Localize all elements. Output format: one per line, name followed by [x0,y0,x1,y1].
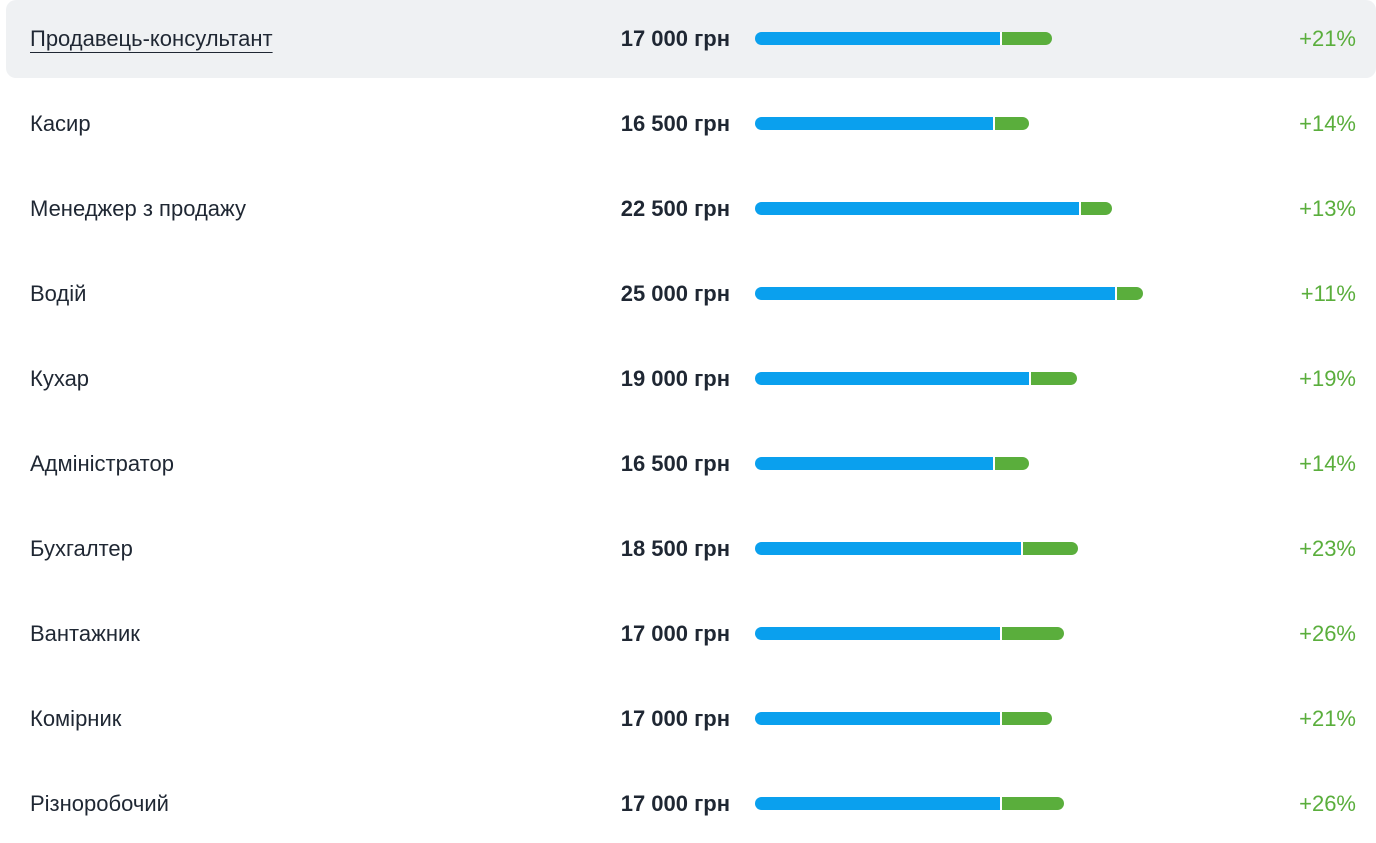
salary-bar-divider [1115,287,1117,300]
growth-percent: +21% [1299,706,1356,731]
profession-link[interactable]: Комірник [30,706,122,731]
growth-percent: +13% [1299,196,1356,221]
salary-bar-growth [1023,542,1078,555]
salary-bar [755,457,1029,470]
salary-value: 17 000 грн [620,791,730,816]
salary-bar-growth [1031,372,1077,385]
salary-bar [755,542,1078,555]
growth-percent: +14% [1299,111,1356,136]
salary-bar-base [755,627,1000,640]
salary-bar-base [755,542,1021,555]
salary-bar [755,287,1143,300]
salary-value: 22 500 грн [620,196,730,221]
salary-value: 18 500 грн [620,536,730,561]
salary-bar-base [755,712,1000,725]
profession-link[interactable]: Різноробочий [30,791,169,816]
profession-link[interactable]: Продавець-консультант [30,26,273,51]
salary-bar-base [755,117,993,130]
salary-value: 17 000 грн [620,621,730,646]
salary-row[interactable]: Різноробочий 17 000 грн +26% [6,765,1376,843]
salary-bar-divider [1079,202,1081,215]
salary-value: 17 000 грн [620,26,730,51]
profession-link[interactable]: Адміністратор [30,451,174,476]
salary-row[interactable]: Касир 16 500 грн +14% [6,85,1376,163]
growth-percent: +23% [1299,536,1356,561]
salary-bar-growth [1117,287,1143,300]
growth-percent: +19% [1299,366,1356,391]
salary-bar-base [755,797,1000,810]
profession-link[interactable]: Кухар [30,366,90,391]
salary-bar-divider [1000,797,1002,810]
salary-bar-divider [1000,712,1002,725]
salary-bar-divider [1021,542,1023,555]
salary-bar-growth [1002,797,1064,810]
salary-row[interactable]: Продавець-консультант 17 000 грн +21% [6,0,1376,78]
salary-row[interactable]: Бухгалтер 18 500 грн +23% [6,510,1376,588]
growth-percent: +26% [1299,621,1356,646]
salary-value: 19 000 грн [620,366,730,391]
salary-bar-base [755,32,1000,45]
salary-bar-base [755,287,1115,300]
salary-value: 16 500 грн [620,451,730,476]
salary-row[interactable]: Комірник 17 000 грн +21% [6,680,1376,758]
salary-value: 25 000 грн [620,281,730,306]
salary-row[interactable]: Кухар 19 000 грн +19% [6,340,1376,418]
salary-bar-growth [1002,627,1064,640]
salary-bar [755,32,1052,45]
profession-link[interactable]: Менеджер з продажу [30,196,246,221]
salary-value: 17 000 грн [620,706,730,731]
salary-bar-base [755,202,1079,215]
growth-percent: +11% [1300,281,1356,306]
salary-bar [755,797,1064,810]
salary-bar [755,117,1029,130]
profession-link[interactable]: Вантажник [30,621,140,646]
salary-row[interactable]: Менеджер з продажу 22 500 грн +13% [6,170,1376,248]
salary-row[interactable]: Водій 25 000 грн +11% [6,255,1376,333]
growth-percent: +21% [1299,26,1356,51]
profession-link[interactable]: Бухгалтер [30,536,133,561]
salary-bar-divider [1000,32,1002,45]
growth-percent: +14% [1299,451,1356,476]
salary-bar-growth [995,117,1029,130]
salary-bar-divider [993,117,995,130]
salary-bar-growth [1002,32,1052,45]
salary-bar-divider [1029,372,1031,385]
profession-link[interactable]: Водій [30,281,87,306]
salary-bar [755,627,1064,640]
profession-link[interactable]: Касир [30,111,91,136]
salary-bar-base [755,457,993,470]
salary-bar [755,712,1052,725]
salary-bar [755,372,1077,385]
salary-row[interactable]: Адміністратор 16 500 грн +14% [6,425,1376,503]
salary-value: 16 500 грн [620,111,730,136]
growth-percent: +26% [1299,791,1356,816]
salary-bar-divider [1000,627,1002,640]
salary-bar-growth [1002,712,1052,725]
salary-row[interactable]: Вантажник 17 000 грн +26% [6,595,1376,673]
salary-bar-growth [1081,202,1112,215]
salary-bar [755,202,1112,215]
salary-bar-growth [995,457,1029,470]
salary-bar-base [755,372,1029,385]
salary-bar-divider [993,457,995,470]
